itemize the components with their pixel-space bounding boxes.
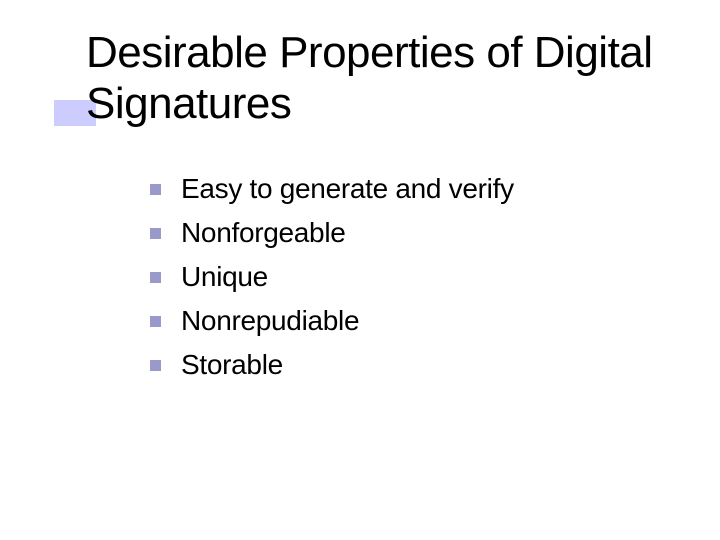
bullet-list: Easy to generate and verify Nonforgeable… bbox=[60, 173, 660, 381]
title-region: Desirable Properties of Digital Signatur… bbox=[60, 28, 660, 129]
slide-title: Desirable Properties of Digital Signatur… bbox=[86, 28, 660, 129]
list-item: Storable bbox=[150, 349, 660, 381]
bullet-text: Storable bbox=[181, 349, 283, 381]
bullet-marker-icon bbox=[150, 360, 161, 371]
slide: Desirable Properties of Digital Signatur… bbox=[0, 0, 720, 540]
list-item: Unique bbox=[150, 261, 660, 293]
bullet-text: Nonrepudiable bbox=[181, 305, 359, 337]
list-item: Nonrepudiable bbox=[150, 305, 660, 337]
bullet-marker-icon bbox=[150, 184, 161, 195]
list-item: Easy to generate and verify bbox=[150, 173, 660, 205]
bullet-marker-icon bbox=[150, 272, 161, 283]
bullet-text: Easy to generate and verify bbox=[181, 173, 514, 205]
bullet-text: Nonforgeable bbox=[181, 217, 346, 249]
list-item: Nonforgeable bbox=[150, 217, 660, 249]
bullet-marker-icon bbox=[150, 316, 161, 327]
bullet-marker-icon bbox=[150, 228, 161, 239]
bullet-text: Unique bbox=[181, 261, 268, 293]
